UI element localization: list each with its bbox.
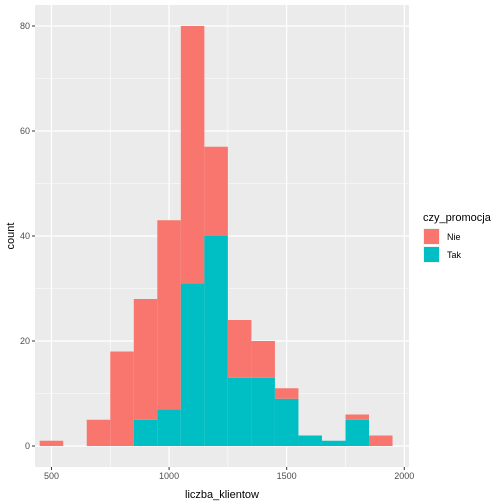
y-tick-label: 80 [20, 21, 30, 31]
legend-key-tak [424, 247, 439, 262]
bar-tak-1100 [180, 283, 205, 446]
bar-nie-1100 [180, 26, 205, 284]
legend-label-nie: Nie [447, 232, 461, 242]
y-tick-label: 0 [25, 441, 30, 451]
bar-tak-1400 [251, 377, 275, 446]
bar-nie-500 [39, 440, 64, 446]
bar-nie-1900 [369, 435, 393, 446]
bar-nie-1300 [227, 320, 252, 378]
bar-nie-700 [86, 419, 111, 446]
bar-nie-1800 [345, 414, 370, 420]
x-axis-title: liczba_klientow [185, 489, 259, 501]
bar-tak-1000 [157, 409, 181, 446]
legend-label-tak: Tak [447, 250, 462, 260]
bar-tak-900 [133, 419, 158, 446]
bar-nie-1400 [251, 341, 275, 378]
bar-tak-1600 [298, 435, 322, 446]
bar-tak-1300 [227, 377, 252, 446]
y-tick-label: 60 [20, 126, 30, 136]
x-tick-label: 1500 [277, 471, 297, 481]
bar-tak-1500 [274, 398, 299, 446]
bar-nie-900 [133, 299, 158, 420]
legend-key-nie [424, 229, 439, 244]
y-axis-title: count [5, 223, 17, 250]
legend-title: czy_promocja [423, 212, 492, 224]
bar-nie-1200 [204, 146, 228, 236]
legend: czy_promocja Nie Tak [423, 212, 492, 263]
x-tick-label: 1000 [159, 471, 179, 481]
bar-tak-1700 [321, 440, 346, 446]
bar-tak-1200 [204, 236, 228, 446]
bar-tak-1800 [345, 419, 370, 446]
bars [39, 26, 393, 446]
axes: 500 1000 1500 2000 0 20 40 60 80 [20, 21, 414, 481]
x-tick-label: 500 [44, 471, 59, 481]
x-tick-label: 2000 [394, 471, 414, 481]
y-tick-label: 20 [20, 336, 30, 346]
bar-nie-1500 [274, 388, 299, 399]
bar-nie-1000 [157, 220, 181, 410]
bar-nie-800 [110, 351, 134, 446]
y-tick-label: 40 [20, 231, 30, 241]
